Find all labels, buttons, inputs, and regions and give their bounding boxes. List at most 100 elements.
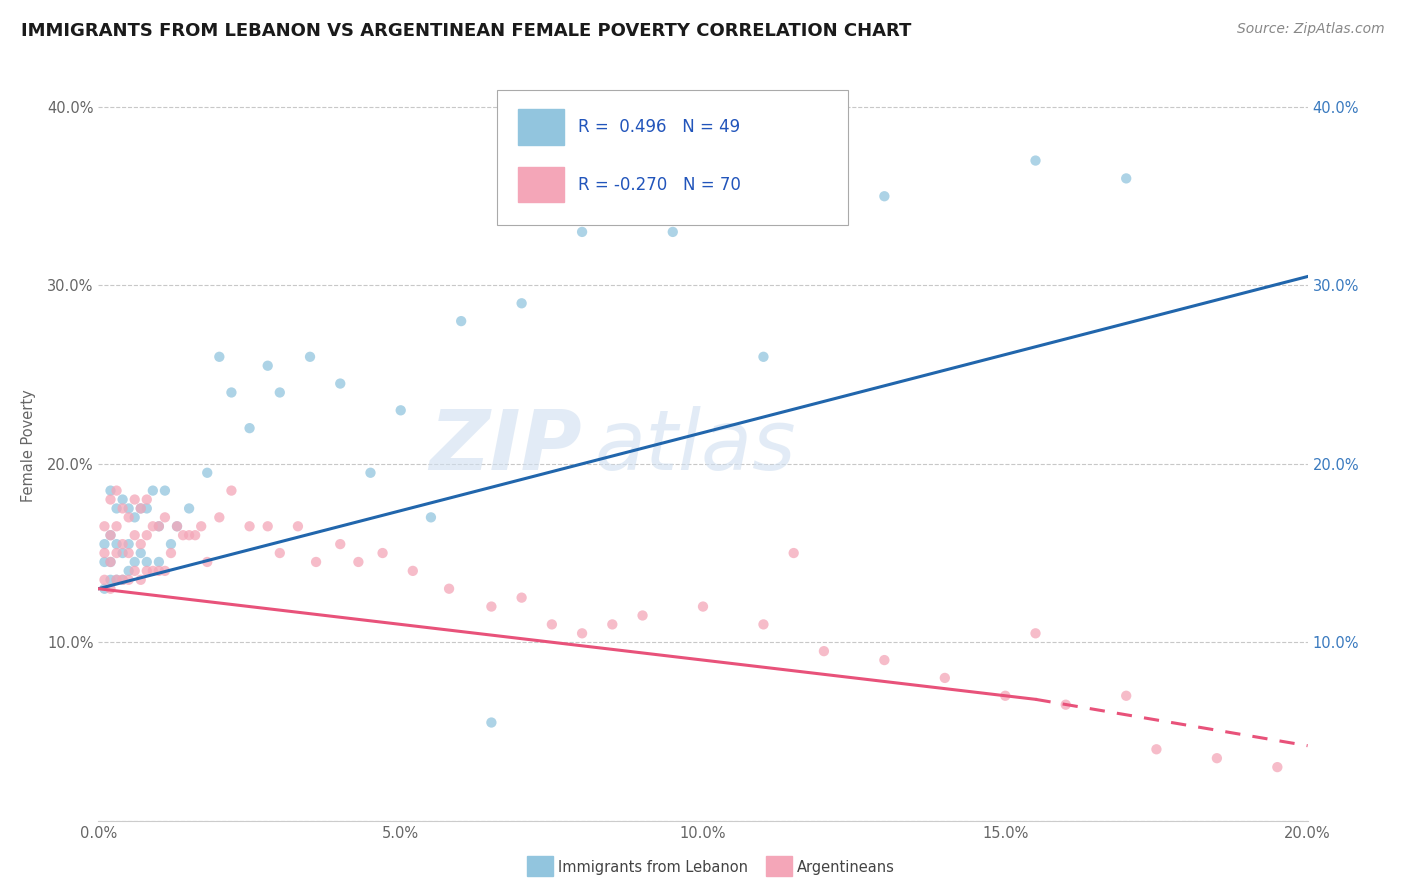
Point (179, 528, 201, 542)
Text: ZIP: ZIP (429, 406, 582, 486)
Point (153, 564, 176, 578)
Point (1024, 153, 1046, 168)
Point (221, 483, 243, 498)
Point (148, 564, 170, 578)
Point (118, 501, 141, 516)
Point (124, 555, 146, 569)
Point (172, 528, 194, 542)
Point (389, 403, 412, 417)
Point (105, 501, 128, 516)
Point (190, 519, 212, 533)
Point (100, 582, 122, 596)
Point (153, 483, 176, 498)
Point (221, 385, 243, 400)
Point (142, 564, 165, 578)
Point (934, 671, 956, 685)
Point (783, 546, 806, 560)
Point (129, 501, 152, 516)
Point (135, 501, 157, 516)
Point (239, 519, 262, 533)
Point (571, 626, 593, 640)
Point (93, 537, 115, 551)
Point (450, 314, 472, 328)
Point (142, 519, 165, 533)
Point (93, 519, 115, 533)
Point (148, 519, 170, 533)
Text: Source: ZipAtlas.com: Source: ZipAtlas.com (1237, 22, 1385, 37)
Point (510, 591, 533, 605)
Point (813, 644, 835, 658)
Point (510, 296, 533, 310)
Point (371, 546, 394, 560)
Point (142, 483, 165, 498)
Point (692, 599, 714, 614)
Point (93, 555, 115, 569)
Point (184, 528, 207, 542)
Point (873, 653, 896, 667)
FancyBboxPatch shape (498, 90, 848, 225)
Text: Immigrants from Lebanon: Immigrants from Lebanon (558, 860, 748, 874)
Point (1267, 760, 1289, 774)
Point (129, 537, 152, 551)
Text: R =  0.496   N = 49: R = 0.496 N = 49 (578, 118, 741, 136)
Point (166, 519, 188, 533)
Point (1144, 742, 1167, 756)
Point (105, 537, 128, 551)
Point (111, 492, 134, 507)
Point (631, 608, 654, 623)
Text: R = -0.270   N = 70: R = -0.270 N = 70 (578, 176, 741, 194)
Point (135, 555, 157, 569)
Point (124, 492, 146, 507)
Point (208, 510, 231, 524)
Point (105, 573, 128, 587)
Point (100, 483, 122, 498)
Y-axis label: Female Poverty: Female Poverty (21, 390, 35, 502)
Point (195, 466, 218, 480)
Point (1206, 751, 1229, 765)
Point (571, 225, 593, 239)
Point (111, 501, 134, 516)
Point (305, 555, 328, 569)
Point (129, 501, 152, 516)
Point (93, 582, 115, 596)
Point (105, 519, 128, 533)
Point (118, 510, 141, 524)
Text: IMMIGRANTS FROM LEBANON VS ARGENTINEAN FEMALE POVERTY CORRELATION CHART: IMMIGRANTS FROM LEBANON VS ARGENTINEAN F… (21, 22, 911, 40)
Point (148, 555, 170, 569)
Point (256, 359, 278, 373)
Point (93, 573, 115, 587)
Point (118, 573, 141, 587)
Point (135, 564, 157, 578)
Point (93, 546, 115, 560)
Point (111, 573, 134, 587)
Point (111, 573, 134, 587)
Bar (517, 109, 564, 145)
Point (540, 617, 562, 632)
Point (661, 225, 683, 239)
Point (329, 376, 352, 391)
Point (135, 528, 157, 542)
Point (602, 617, 624, 632)
Point (329, 537, 352, 551)
Point (347, 555, 370, 569)
Point (239, 421, 262, 435)
Point (437, 582, 460, 596)
Point (124, 510, 146, 524)
Point (287, 519, 309, 533)
Point (129, 546, 152, 560)
Point (160, 546, 183, 560)
Point (1115, 171, 1137, 186)
Point (208, 350, 231, 364)
Point (299, 350, 322, 364)
Point (100, 573, 122, 587)
Point (105, 573, 128, 587)
Point (100, 528, 122, 542)
Text: Argentineans: Argentineans (797, 860, 896, 874)
Point (148, 519, 170, 533)
Point (100, 528, 122, 542)
Point (269, 546, 291, 560)
Bar (517, 167, 564, 202)
Point (100, 555, 122, 569)
Point (160, 537, 183, 551)
Point (402, 564, 425, 578)
